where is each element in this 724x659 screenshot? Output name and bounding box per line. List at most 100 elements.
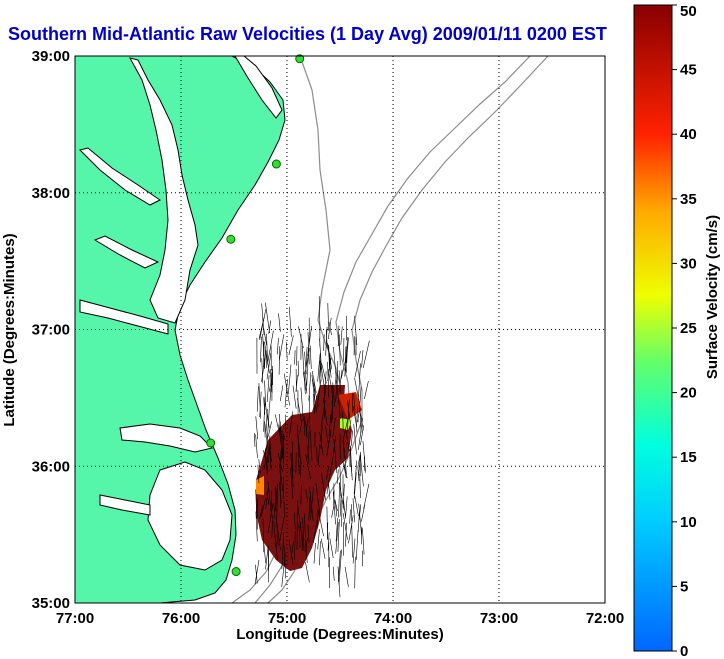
velocity-vector [267,413,270,429]
velocity-vector [323,334,325,351]
velocity-vector [344,566,349,587]
velocity-vector [317,509,319,529]
velocity-vector [328,321,332,336]
plot-title: Southern Mid-Atlantic Raw Velocities (1 … [8,24,607,44]
velocity-vector [326,465,330,480]
velocity-vector [279,464,284,491]
velocity-vector [345,522,347,547]
velocity-vector [288,306,292,337]
velocity-vector [331,395,334,424]
velocity-vector [354,495,359,517]
y-tick-label: 36:00 [32,458,70,475]
velocity-vector [305,420,308,439]
velocity-vector [364,381,369,399]
velocity-vector [324,371,327,397]
velocity-vector [331,435,337,465]
velocity-vector [343,447,347,475]
velocity-vector [325,425,329,444]
velocity-vector [284,379,288,408]
colorbar-gradient [633,4,673,652]
velocity-vector [354,315,358,346]
velocity-vector [359,407,362,433]
velocity-vector [255,489,258,519]
velocity-vector [338,482,340,518]
velocity-vector [264,423,268,448]
velocity-vector [288,335,294,356]
velocity-vector [338,370,341,393]
velocity-vector [332,566,335,581]
velocity-vector [262,333,265,369]
y-tick-labels: 35:00 36:00 37:00 38:00 39:00 [32,48,70,612]
velocity-vector [358,503,362,536]
velocity-vector [259,505,264,520]
velocity-vector [262,518,265,553]
velocity-vector [345,430,350,452]
velocity-vector [362,340,370,368]
velocity-vector [305,562,310,583]
velocity-vector [359,386,362,412]
velocity-vector [342,483,345,508]
velocity-vector [266,446,269,468]
velocity-vector [352,538,356,564]
velocity-vector [271,515,274,538]
velocity-vector [353,460,358,495]
velocity-vector [307,325,312,357]
velocity-vector [275,535,278,561]
colorbar-tick-label: 30 [680,255,697,272]
velocity-vector [336,360,339,389]
velocity-vector [288,411,293,438]
velocity-vector [354,377,360,403]
velocity-vector [351,522,353,558]
velocity-vector [268,435,271,464]
velocity-vector [328,317,332,340]
river-james [79,299,169,335]
velocity-vector [292,441,294,473]
river-potomac [79,147,161,206]
velocity-vector [340,355,347,379]
velocity-vector [300,521,303,547]
velocity-vector [355,529,359,560]
velocity-vector [274,414,282,442]
velocity-vector [340,326,343,345]
velocity-vector [305,453,311,480]
velocity-vector [353,423,357,455]
velocity-vector [338,334,341,366]
velocity-vector [263,540,266,564]
velocity-vector [357,451,361,468]
y-tick-label: 38:00 [32,185,70,202]
velocity-vector [320,425,323,449]
velocity-vector [260,336,262,363]
velocity-vector [355,413,358,433]
velocity-vector [278,513,285,546]
velocity-vector [309,425,313,461]
velocity-vector [357,406,359,423]
velocity-vector [327,368,333,393]
velocity-vector [334,499,338,512]
velocity-vector [273,520,277,548]
velocity-vector [265,408,268,432]
velocity-vector [255,434,258,459]
velocity-vector [259,391,262,418]
velocity-vector [255,511,258,542]
river-rappahannock [93,235,160,269]
velocity-vector [266,491,270,505]
velocity-vector [329,538,334,558]
y-tick-label: 39:00 [32,48,70,65]
velocity-vector [267,481,272,515]
albemarle-sound [119,423,213,453]
pamlico-sound [147,461,233,571]
velocity-vector [282,476,285,500]
velocity-vector [343,464,348,479]
velocity-vector [265,302,270,334]
velocity-vector [363,456,365,471]
velocity-vector [278,334,285,361]
station-marker [295,54,305,64]
delaware-bay [234,56,283,119]
velocity-vector [259,309,267,341]
velocity-vector [267,330,274,363]
velocity-vector [265,545,269,570]
velocity-vector [335,374,338,403]
velocity-vector [297,505,301,529]
velocity-vector [313,542,316,564]
velocity-vector [266,353,272,380]
